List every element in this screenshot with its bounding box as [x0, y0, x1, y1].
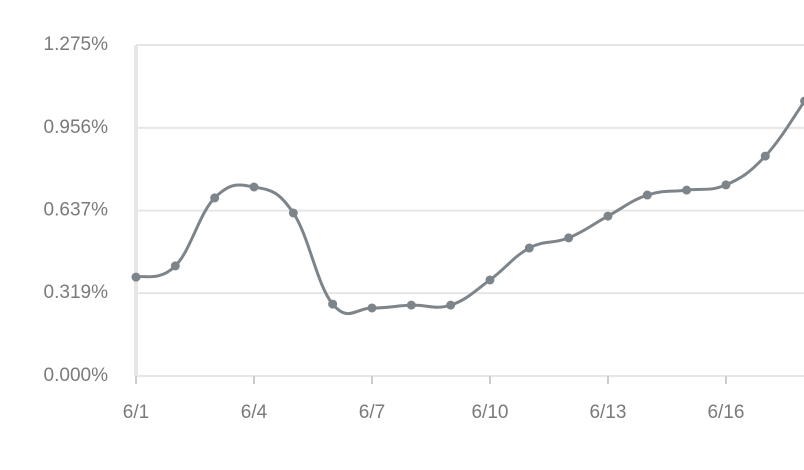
- y-tick-label: 0.000%: [44, 365, 109, 386]
- y-tick-label: 0.319%: [44, 282, 109, 303]
- x-tick-label: 6/7: [359, 402, 385, 423]
- point: [210, 193, 220, 203]
- point: [603, 211, 613, 221]
- x-tick-label: 6/10: [471, 402, 508, 423]
- point: [170, 261, 180, 271]
- point: [367, 303, 377, 313]
- y-tick-label: 0.956%: [44, 117, 109, 138]
- point: [131, 272, 141, 282]
- point: [328, 299, 338, 309]
- x-tick-label: 6/16: [707, 402, 744, 423]
- x-tick-label: 6/13: [589, 402, 626, 423]
- point: [446, 300, 456, 310]
- point: [642, 190, 652, 200]
- point: [485, 275, 495, 285]
- y-tick-label: 1.275%: [44, 34, 109, 55]
- point: [288, 208, 298, 218]
- point: [721, 180, 731, 190]
- point: [800, 96, 804, 106]
- line: [135, 100, 804, 316]
- point: [682, 185, 692, 195]
- point: [406, 300, 416, 310]
- y-tick-label: 0.637%: [44, 200, 109, 221]
- point: [564, 233, 574, 243]
- point: [760, 151, 770, 161]
- point: [249, 182, 259, 192]
- point: [524, 243, 534, 253]
- x-tick-label: 6/1: [123, 402, 149, 423]
- x-tick-label: 6/4: [241, 402, 268, 423]
